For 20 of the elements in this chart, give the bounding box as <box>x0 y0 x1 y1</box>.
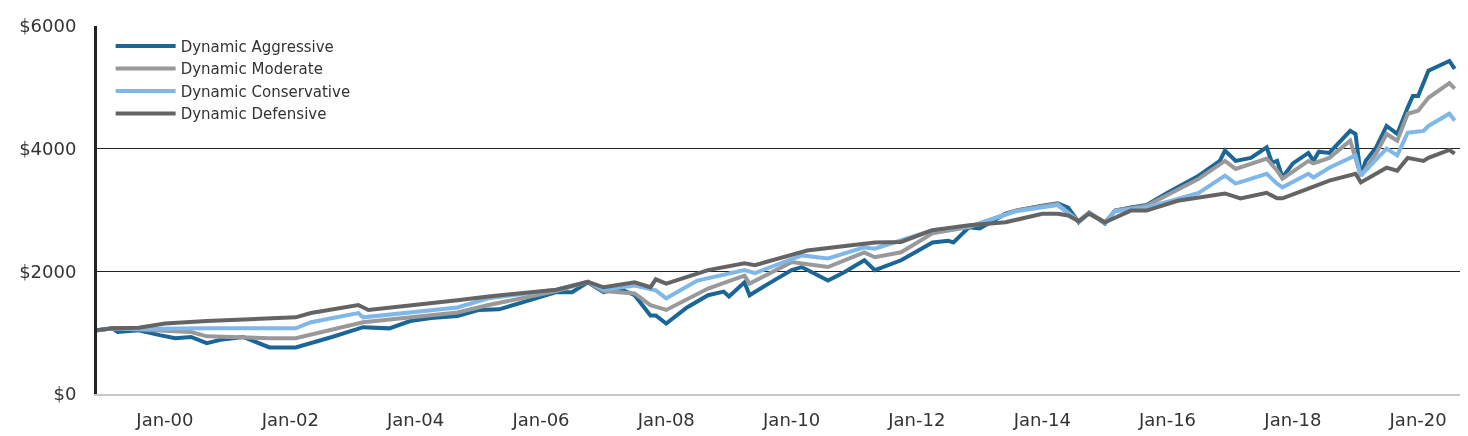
x-tick-label: Jan-06 <box>511 408 570 430</box>
x-tick-label: Jan-20 <box>1388 408 1447 430</box>
x-tick-label: Jan-18 <box>1263 408 1322 430</box>
x-tick-label: Jan-12 <box>887 408 946 430</box>
legend-label: Dynamic Defensive <box>180 105 327 124</box>
legend-label: Dynamic Conservative <box>180 82 351 101</box>
line-series <box>97 147 1457 333</box>
x-tick-label: Jan-14 <box>1012 408 1071 430</box>
legend-label: Dynamic Moderate <box>180 60 323 79</box>
legend-label: Dynamic Aggressive <box>180 37 334 56</box>
y-tick-label: $4000 <box>19 137 77 159</box>
x-tick-label: Jan-08 <box>636 408 695 430</box>
x-tick-label: Jan-16 <box>1137 408 1197 430</box>
x-tick-label: Jan-10 <box>762 408 821 430</box>
x-tick-label: Jan-00 <box>135 408 194 430</box>
y-tick-label: $2000 <box>19 260 77 282</box>
x-tick-label: Jan-02 <box>260 408 319 430</box>
y-tick-label: $0 <box>53 383 77 405</box>
x-tick-label: Jan-04 <box>386 408 445 430</box>
y-tick-label: $6000 <box>19 15 77 37</box>
